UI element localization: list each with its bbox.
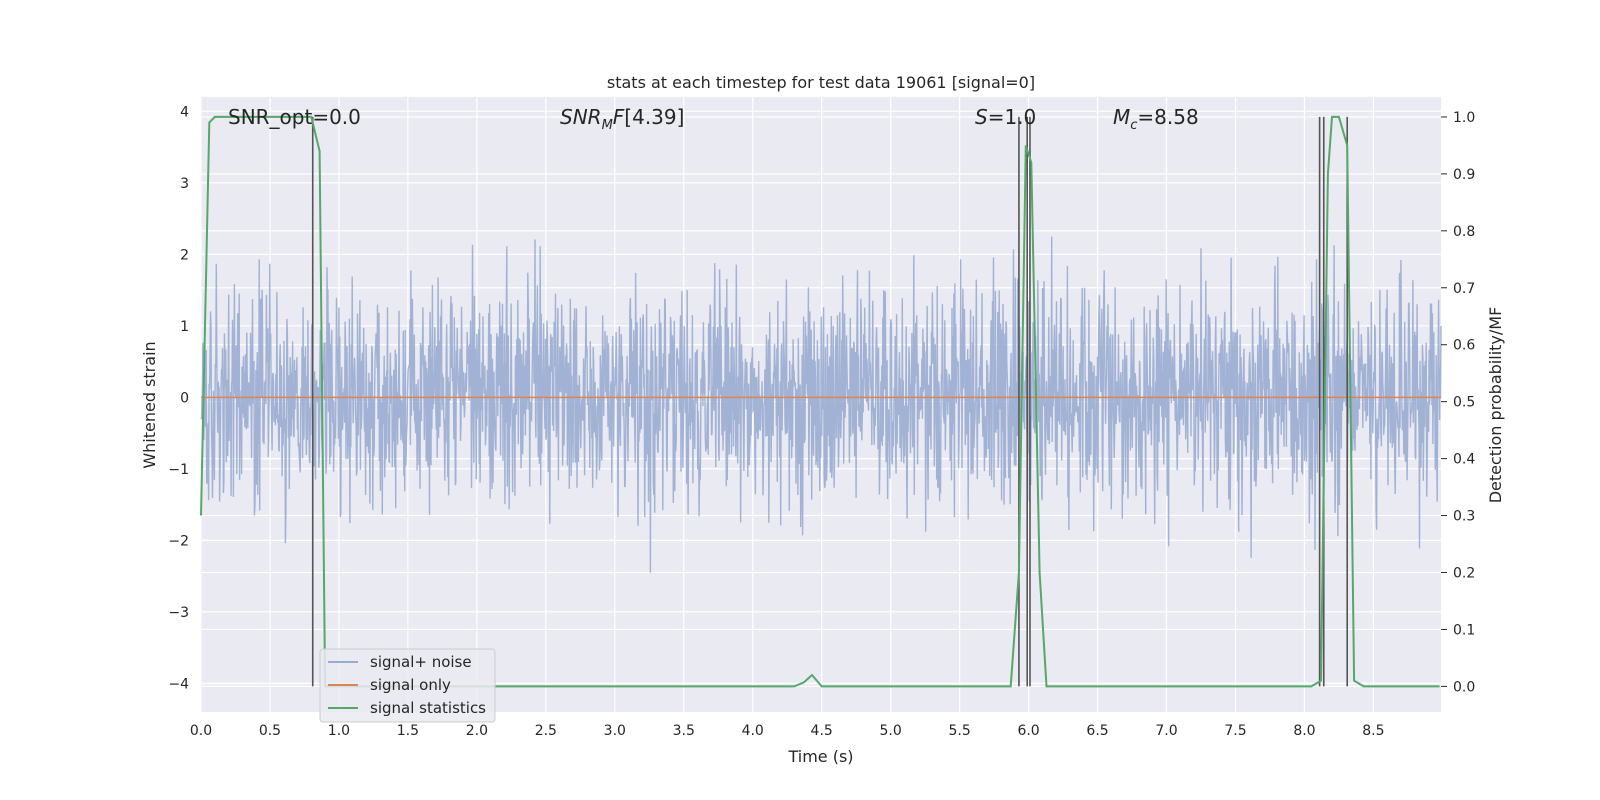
x-axis-label: Time (s) bbox=[787, 747, 853, 766]
annotation-mc-value: =8.58 bbox=[1137, 105, 1198, 129]
x-tick-label: 5.0 bbox=[880, 723, 902, 739]
x-tick-label: 8.5 bbox=[1362, 723, 1384, 739]
x-axis-ticks: 0.0 0.5 1.0 1.5 2.0 2.5 3.0 3.5 4.0 4.5 5.0 5.5 6.0 6… bbox=[190, 723, 1385, 739]
x-tick-label: 2.5 bbox=[535, 723, 557, 739]
y-axis-label-right: Detection probability/MF bbox=[1486, 307, 1505, 504]
x-tick-label: 1.5 bbox=[397, 723, 419, 739]
y-right-tick-label: 0.2 bbox=[1453, 565, 1475, 581]
y-right-tick-label: 0.6 bbox=[1453, 338, 1475, 354]
y-left-tick-label: −3 bbox=[168, 605, 189, 621]
legend-label-noise: signal+ noise bbox=[370, 653, 472, 671]
y-right-tick-label: 0.1 bbox=[1453, 622, 1475, 638]
x-tick-label: 0.0 bbox=[190, 723, 212, 739]
x-tick-label: 8.0 bbox=[1293, 723, 1315, 739]
x-tick-label: 7.0 bbox=[1155, 723, 1177, 739]
legend-box bbox=[319, 648, 496, 723]
y-left-tick-label: 0 bbox=[180, 390, 189, 406]
statistics-line bbox=[200, 115, 1440, 688]
x-tick-label: 7.5 bbox=[1224, 723, 1246, 739]
signal-statistics-series bbox=[200, 115, 1440, 688]
annotation-mc: Mc=8.58 bbox=[1113, 105, 1199, 133]
y-left-axis-ticks: −4 −3 −2 −1 0 1 2 3 4 bbox=[168, 104, 189, 692]
y-right-tick-label: 0.7 bbox=[1453, 281, 1475, 297]
x-tick-label: 6.5 bbox=[1086, 723, 1108, 739]
y-left-tick-label: −2 bbox=[168, 533, 189, 549]
legend-label-signal-only: signal only bbox=[370, 676, 451, 694]
y-right-tick-label: 0.8 bbox=[1453, 224, 1475, 240]
y-axis-label-left: Whitened strain bbox=[140, 341, 159, 468]
y-right-axis-ticks: 0.0 0.1 0.2 0.3 0.4 0.5 0.6 0.7 0.8 0.9 1.0 bbox=[1441, 110, 1475, 695]
legend-label-statistics: signal statistics bbox=[370, 699, 486, 717]
y-left-tick-label: 3 bbox=[180, 176, 189, 192]
annotation-s: S=1.0 bbox=[975, 105, 1036, 129]
x-tick-label: 3.0 bbox=[604, 723, 626, 739]
y-right-tick-label: 0.5 bbox=[1453, 395, 1475, 411]
annotation-snr-mf: SNRMF[4.39] bbox=[560, 105, 684, 133]
y-left-tick-label: 4 bbox=[180, 104, 189, 120]
x-tick-label: 4.0 bbox=[742, 723, 764, 739]
x-tick-label: 0.5 bbox=[259, 723, 281, 739]
y-left-tick-label: 1 bbox=[180, 319, 189, 335]
x-tick-label: 4.5 bbox=[811, 723, 833, 739]
x-tick-label: 2.0 bbox=[466, 723, 488, 739]
x-tick-label: 3.5 bbox=[673, 723, 695, 739]
annotation-snr-opt: SNR_opt=0.0 bbox=[228, 105, 361, 129]
annotation-snr-mf-value: [4.39] bbox=[624, 105, 684, 129]
y-right-tick-label: 0.3 bbox=[1453, 509, 1475, 525]
y-right-tick-label: 0.4 bbox=[1453, 452, 1475, 468]
y-right-tick-label: 1.0 bbox=[1453, 110, 1475, 126]
y-left-tick-label: −4 bbox=[168, 676, 189, 692]
y-left-tick-label: 2 bbox=[180, 247, 189, 263]
noise-series-lines bbox=[200, 236, 1442, 573]
chart-title: stats at each timestep for test data 190… bbox=[607, 73, 1035, 92]
x-tick-label: 1.0 bbox=[328, 723, 350, 739]
annotation-s-value: =1.0 bbox=[988, 105, 1037, 129]
y-right-tick-label: 0.0 bbox=[1453, 679, 1475, 695]
x-tick-label: 5.5 bbox=[948, 723, 970, 739]
noise-trace bbox=[200, 236, 1442, 573]
x-tick-label: 6.0 bbox=[1017, 723, 1039, 739]
y-left-tick-label: −1 bbox=[168, 462, 189, 478]
legend: signal+ noise signal only signal statist… bbox=[319, 648, 496, 723]
y-right-tick-label: 0.9 bbox=[1453, 167, 1475, 183]
